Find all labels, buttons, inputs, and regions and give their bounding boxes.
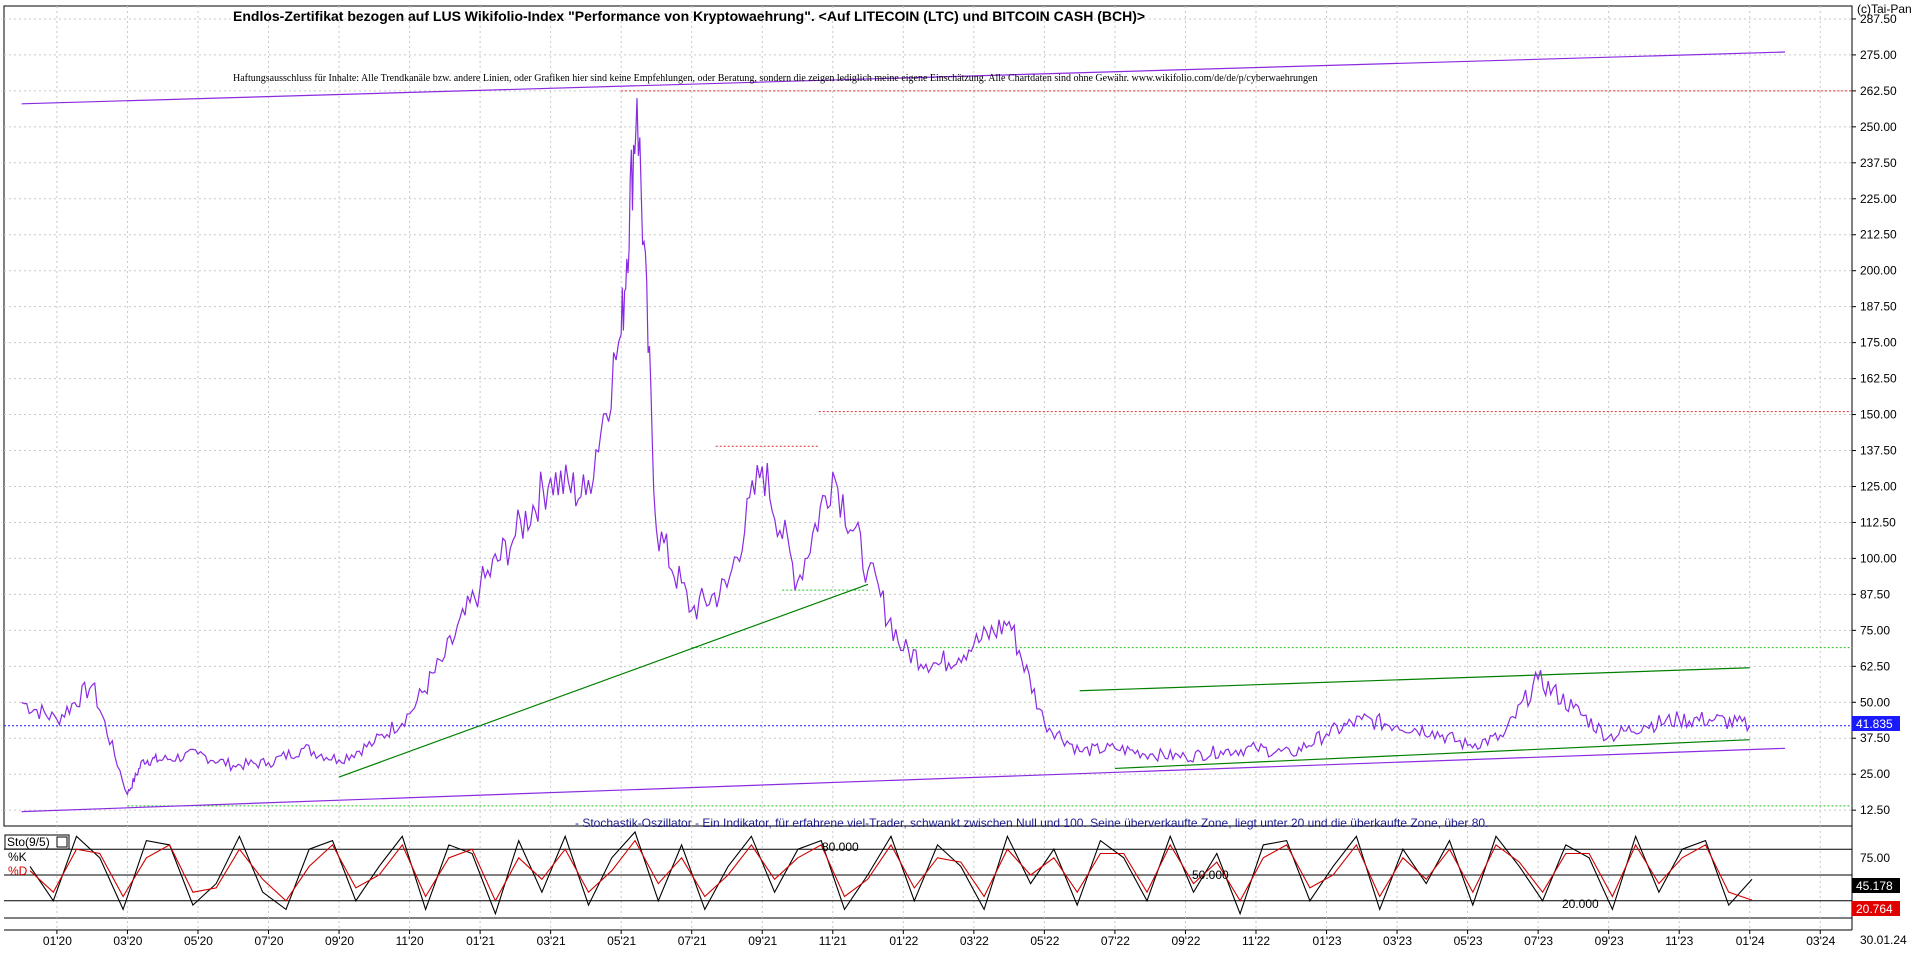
x-tick-label: 09'21: [748, 934, 777, 948]
price-line: [21, 98, 1751, 797]
x-tick-label: 03'21: [537, 934, 566, 948]
y-tick-label: 250.00: [1860, 120, 1897, 134]
ref-label-20: 20.000: [1562, 897, 1599, 911]
trendline: [338, 583, 869, 778]
x-tick-label: 05'20: [184, 934, 213, 948]
x-tick-label: 09'22: [1171, 934, 1200, 948]
x-tick-label: 07'20: [255, 934, 284, 948]
y-tick-label: 200.00: [1860, 264, 1897, 278]
x-tick-label: 03'24: [1806, 934, 1835, 948]
y-tick-label: 212.50: [1860, 228, 1897, 242]
y-tick-label: 100.00: [1860, 551, 1897, 565]
y-tick-label: 50.00: [1860, 695, 1890, 709]
ref-label-80: 80.000: [822, 840, 859, 854]
chart-subtitle: Haftungsausschluss für Inhalte: Alle Tre…: [233, 73, 1318, 84]
y-tick-label: 37.50: [1860, 731, 1890, 745]
x-tick-label: 01'23: [1313, 934, 1342, 948]
x-tick-label: 01'20: [43, 934, 72, 948]
y-tick-label: 150.00: [1860, 408, 1897, 422]
last-value-label: 41.835: [1856, 717, 1893, 731]
y-tick-label: 137.50: [1860, 444, 1897, 458]
y-tick-label: 237.50: [1860, 156, 1897, 170]
stochastic-oscillator: [4, 830, 1852, 916]
oscillator-description: - Stochastik-Oszillator - Ein Indikator,…: [575, 816, 1488, 830]
oscillator-label-box: [4, 834, 70, 850]
last-d-label: 20.764: [1856, 902, 1893, 916]
chart-title: Endlos-Zertifikat bezogen auf LUS Wikifo…: [233, 8, 1145, 24]
trendline: [1114, 739, 1750, 770]
y-tick-label: 275.00: [1860, 48, 1897, 62]
x-tick-label: 05'23: [1454, 934, 1483, 948]
trendline: [21, 51, 1786, 105]
last-k-badge: [1852, 878, 1900, 893]
x-axis-ticks: 01'20 03'20 05'20 07'20 09'20 11'20 01'21 03'21…: [43, 930, 1836, 948]
y-tick-label: 112.50: [1860, 515, 1896, 529]
oscillator-k-line: [29, 830, 1753, 916]
last-d-badge: [1852, 901, 1900, 916]
osc-y-tick-75: 75.00: [1860, 851, 1890, 865]
ref-label-50: 50.000: [1192, 868, 1229, 882]
y-tick-label: 287.50: [1860, 12, 1897, 26]
x-tick-label: 11'20: [396, 934, 424, 948]
oscillator-expand-icon[interactable]: [56, 836, 68, 848]
x-tick-label: 09'20: [325, 934, 354, 948]
last-date-label: 30.01.24: [1860, 933, 1907, 947]
trendline: [1079, 667, 1750, 692]
oscillator-d-line: [29, 839, 1753, 903]
y-tick-label: 62.50: [1860, 659, 1890, 673]
y-tick-label: 25.00: [1860, 767, 1890, 781]
y-tick-label: 162.50: [1860, 372, 1897, 386]
oscillator-label: Sto(9/5): [7, 835, 50, 849]
x-tick-label: 09'23: [1595, 934, 1624, 948]
y-tick-label: 225.00: [1860, 192, 1897, 206]
y-axis-ticks: 287.50 275.00 262.50 250.00 237.50 225.00 212.…: [1852, 12, 1897, 817]
x-tick-label: 01'22: [889, 934, 918, 948]
y-tick-label: 12.50: [1860, 803, 1890, 817]
horizontal-lines: [4, 90, 1852, 807]
copyright-label: (c)Tai-Pan: [1857, 2, 1912, 16]
y-tick-label: 175.00: [1860, 336, 1897, 350]
y-tick-label: 75.00: [1860, 623, 1890, 637]
x-tick-label: 07'23: [1524, 934, 1553, 948]
trendlines: [21, 51, 1786, 813]
x-tick-label: 03'23: [1383, 934, 1412, 948]
x-tick-label: 01'21: [466, 934, 495, 948]
x-tick-label: 11'22: [1242, 934, 1270, 948]
x-tick-label: 05'22: [1030, 934, 1059, 948]
y-tick-label: 125.00: [1860, 479, 1897, 493]
x-tick-label: 11'23: [1665, 934, 1693, 948]
y-tick-label: 262.50: [1860, 84, 1897, 98]
x-tick-label: 05'21: [607, 934, 636, 948]
x-tick-label: 07'22: [1101, 934, 1130, 948]
x-tick-label: 03'20: [113, 934, 142, 948]
y-tick-label: 187.50: [1860, 300, 1897, 314]
x-tick-label: 07'21: [678, 934, 707, 948]
y-tick-label: 87.50: [1860, 587, 1890, 601]
x-tick-label: 03'22: [960, 934, 989, 948]
price-series: [21, 98, 1751, 797]
last-k-label: 45.178: [1856, 879, 1893, 893]
legend-d: %D: [8, 864, 28, 878]
last-value-badge: [1852, 716, 1900, 731]
x-tick-label: 01'24: [1736, 934, 1765, 948]
trendline: [21, 747, 1786, 813]
legend-k: %K: [8, 850, 27, 864]
x-tick-label: 11'21: [819, 934, 847, 948]
